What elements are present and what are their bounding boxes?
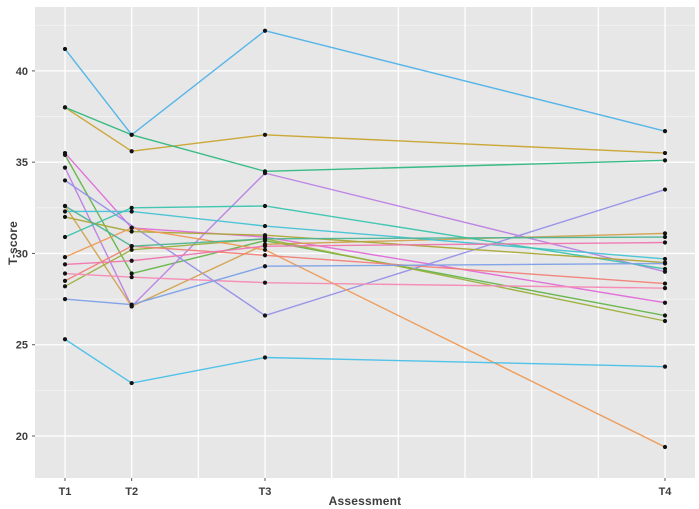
- data-point-subject-09-T1: [62, 284, 68, 289]
- data-point-subject-02-T4: [662, 150, 668, 156]
- data-point-subject-14-T4: [662, 281, 668, 286]
- series-line-subject-01: [64, 30, 666, 136]
- data-point-subject-16-T2: [129, 258, 134, 263]
- series-line-subject-03: [64, 106, 666, 173]
- data-point-subject-11-T2: [129, 205, 134, 210]
- y-axis-title: T-score: [6, 220, 20, 266]
- data-point-subject-07-T4: [662, 187, 668, 192]
- data-point-subject-13-T4: [662, 444, 668, 450]
- data-point-subject-16-T1: [62, 262, 68, 267]
- data-point-subject-09-T2: [129, 247, 134, 252]
- data-point-subject-14-T1: [62, 278, 68, 283]
- y-tick-label-40: 40: [16, 66, 28, 78]
- data-point-subject-15-T3: [262, 280, 268, 285]
- data-point-subject-10-T3: [262, 223, 268, 229]
- data-point-subject-01-T4: [662, 129, 668, 134]
- x-tick-label-T1: T1: [59, 486, 72, 498]
- series-line-subject-18: [64, 338, 666, 384]
- data-point-subject-14-T3: [262, 253, 268, 258]
- data-point-subject-07-T3: [262, 313, 268, 318]
- series-line-subject-13: [64, 227, 666, 448]
- data-point-subject-11-T1: [62, 234, 68, 240]
- data-point-subject-09-T4: [662, 318, 668, 324]
- y-tick-label-35: 35: [16, 157, 28, 169]
- series-line-subject-15: [64, 272, 666, 289]
- series-line-subject-02: [64, 106, 666, 154]
- data-point-subject-12-T3: [262, 233, 268, 238]
- data-point-subject-11-T4: [662, 266, 668, 272]
- y-tick-label-25: 25: [16, 340, 28, 352]
- data-point-subject-15-T1: [62, 271, 68, 276]
- data-point-subject-05-T4: [662, 313, 668, 318]
- data-point-subject-06-T3: [262, 171, 268, 176]
- y-tick-label-20: 20: [16, 431, 28, 443]
- data-point-subject-19-T4: [662, 234, 668, 240]
- series-line-subject-06: [64, 166, 666, 308]
- data-point-subject-01-T3: [262, 28, 268, 33]
- data-point-subject-16-T3: [262, 244, 268, 249]
- series-line-subject-16: [64, 241, 666, 266]
- data-point-subject-15-T4: [662, 286, 668, 291]
- data-point-subject-17-T1: [62, 296, 68, 302]
- x-axis-title: Assessment: [328, 494, 402, 508]
- series-line-subject-12: [64, 216, 666, 264]
- series-line-subject-05: [64, 154, 666, 317]
- data-point-subject-19-T1: [62, 203, 68, 209]
- data-point-subject-03-T2: [129, 132, 134, 137]
- data-point-subject-05-T1: [62, 152, 68, 157]
- x-tick-label-T4: T4: [659, 486, 673, 498]
- x-tick-label-T2: T2: [125, 486, 138, 498]
- data-point-subject-18-T4: [662, 364, 668, 369]
- data-point-subject-03-T4: [662, 158, 668, 163]
- data-point-subject-15-T2: [129, 275, 134, 280]
- data-point-subject-10-T4: [662, 256, 668, 262]
- data-point-subject-11-T3: [262, 203, 268, 209]
- data-point-subject-17-T2: [129, 302, 134, 307]
- series-line-subject-10: [64, 210, 666, 260]
- series-line-subject-17: [64, 262, 666, 306]
- data-point-subject-13-T3: [262, 247, 268, 252]
- data-point-subject-02-T2: [129, 149, 134, 154]
- data-point-subject-19-T2: [129, 244, 134, 249]
- series-line-subject-19: [64, 205, 666, 247]
- data-point-subject-12-T1: [62, 214, 68, 220]
- data-point-subject-18-T1: [62, 337, 68, 342]
- data-point-subject-06-T1: [62, 165, 68, 170]
- data-point-subject-10-T1: [62, 209, 68, 214]
- x-tick-label-T3: T3: [259, 486, 272, 498]
- data-point-subject-04-T4: [662, 300, 668, 305]
- data-point-subject-02-T3: [262, 132, 268, 137]
- data-point-subject-03-T1: [62, 105, 68, 110]
- data-point-subject-13-T1: [62, 255, 68, 260]
- series-line-subject-09: [64, 238, 666, 322]
- data-point-subject-10-T2: [129, 209, 134, 214]
- series-line-subject-08: [64, 205, 666, 308]
- data-point-subject-19-T3: [262, 236, 268, 241]
- data-point-subject-05-T2: [129, 271, 134, 276]
- series-line-subject-14: [64, 245, 666, 285]
- data-point-subject-17-T4: [662, 261, 668, 266]
- data-point-subject-07-T1: [62, 178, 68, 183]
- data-point-subject-08-T4: [662, 231, 668, 236]
- data-point-subject-17-T3: [262, 264, 268, 269]
- data-point-subject-12-T2: [129, 229, 134, 234]
- data-point-subject-16-T4: [662, 240, 668, 245]
- data-point-subject-01-T1: [62, 46, 68, 52]
- data-point-subject-18-T2: [129, 380, 134, 386]
- data-point-subject-18-T3: [262, 355, 268, 360]
- data-point-subject-13-T2: [129, 225, 134, 230]
- y-tick-label-30: 30: [16, 248, 28, 260]
